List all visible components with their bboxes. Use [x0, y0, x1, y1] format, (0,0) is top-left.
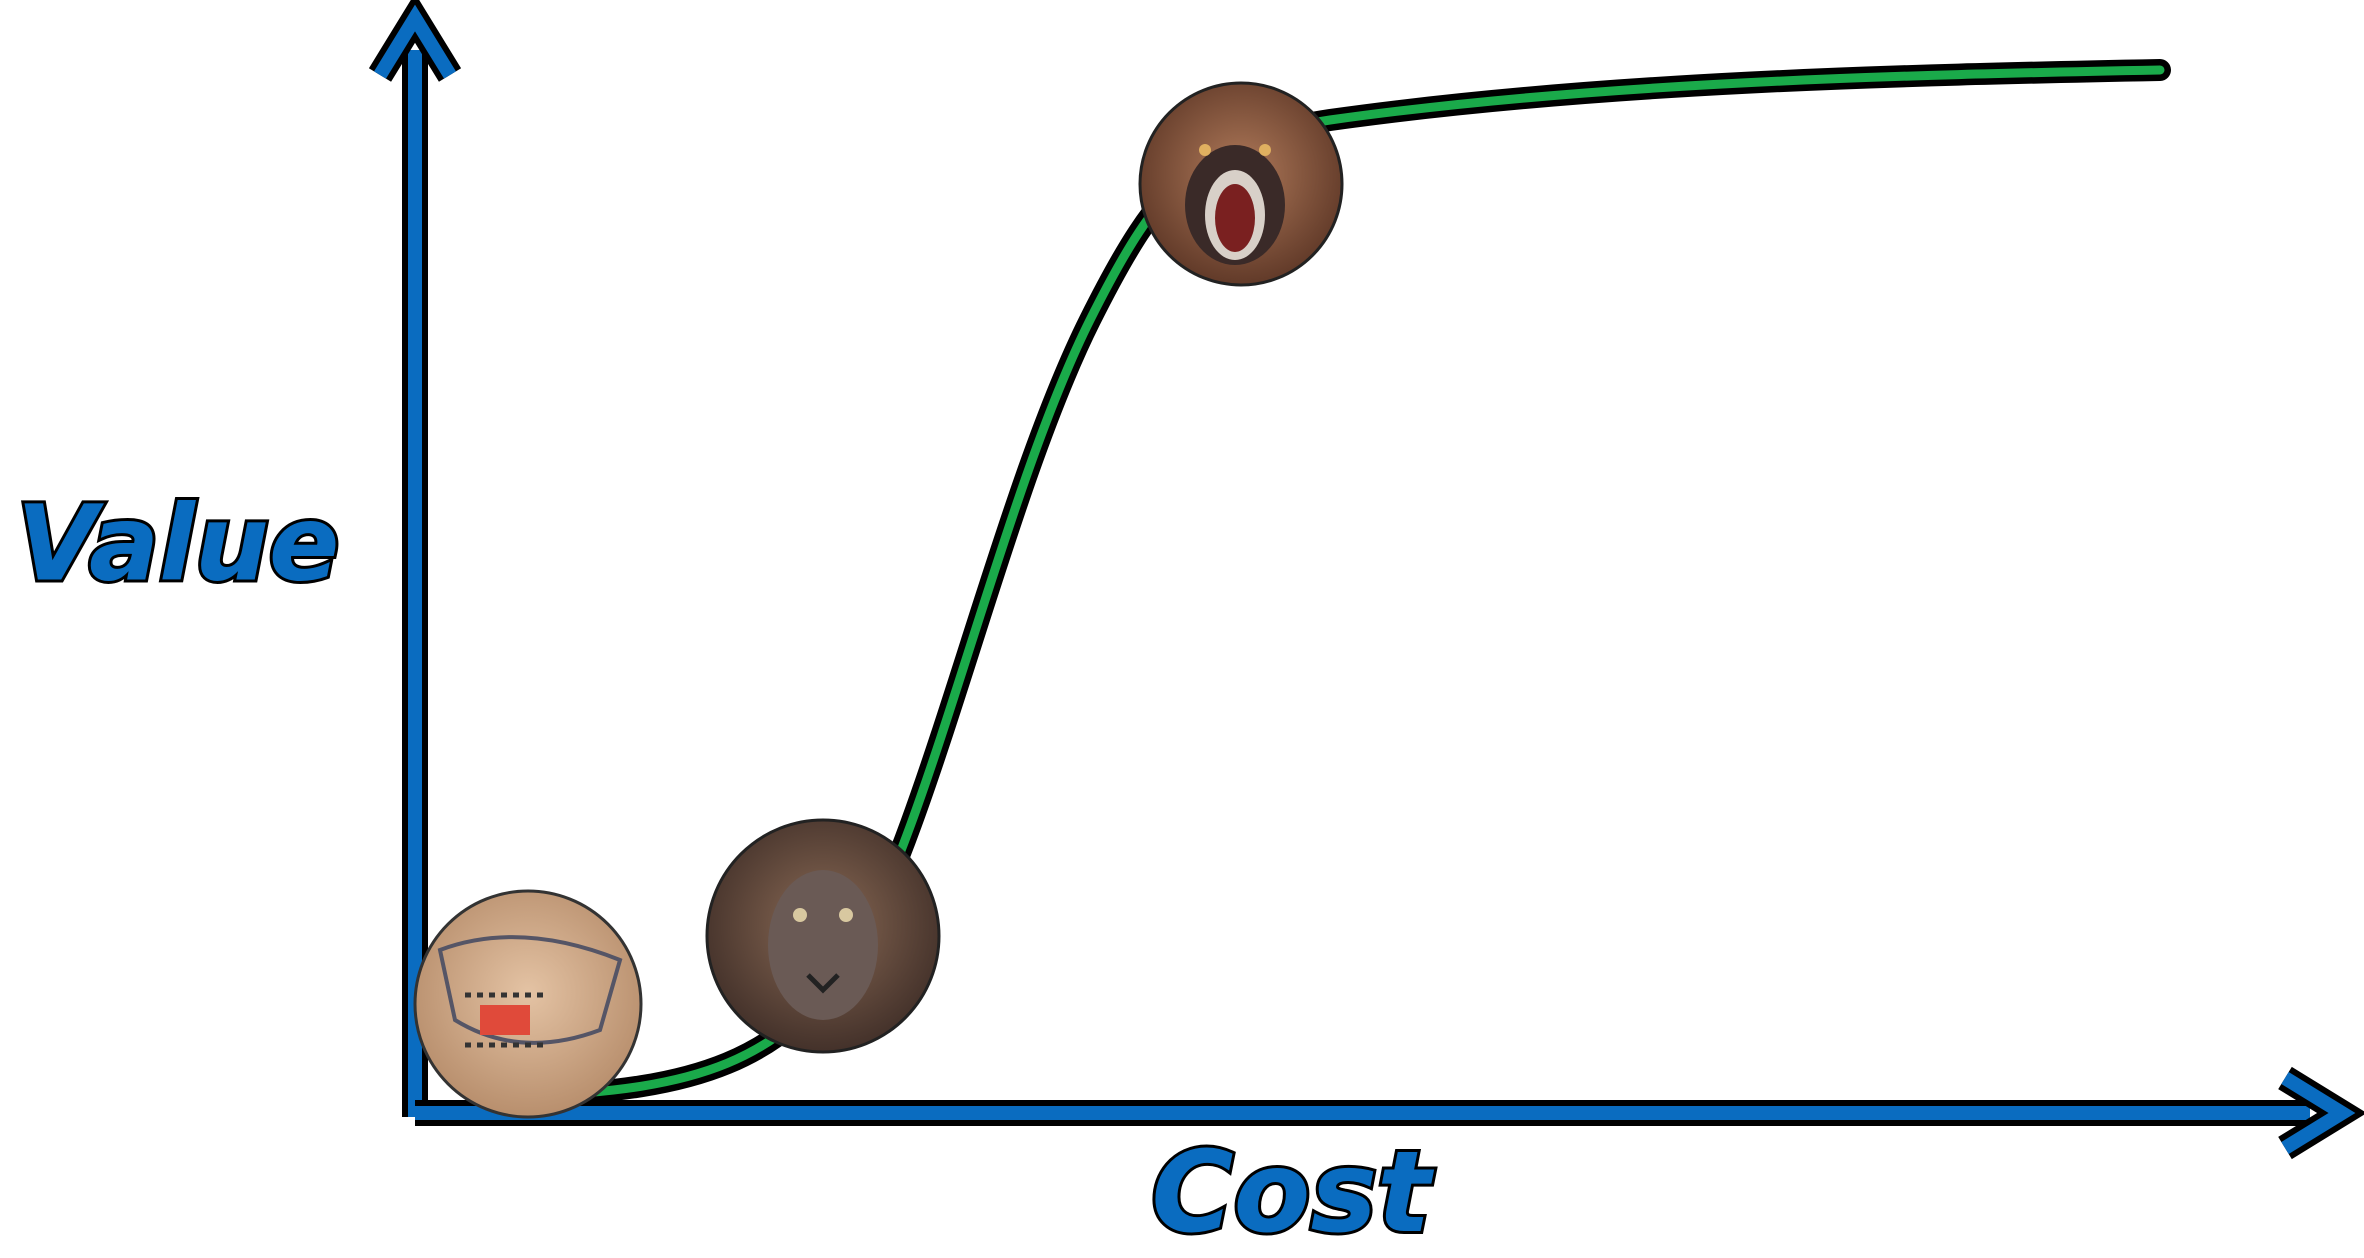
y-axis-label: Value	[17, 482, 340, 604]
tattoo-image-1	[415, 891, 641, 1117]
diagram: Value Cost	[0, 0, 2364, 1258]
axes	[380, 18, 2342, 1148]
tattoo-image-2	[707, 820, 939, 1052]
page: Value Cost (() => { const data = JSON.pa…	[0, 0, 2364, 1258]
tattoo-image-3	[1140, 83, 1342, 285]
x-axis-label: Cost	[1151, 1128, 1434, 1258]
